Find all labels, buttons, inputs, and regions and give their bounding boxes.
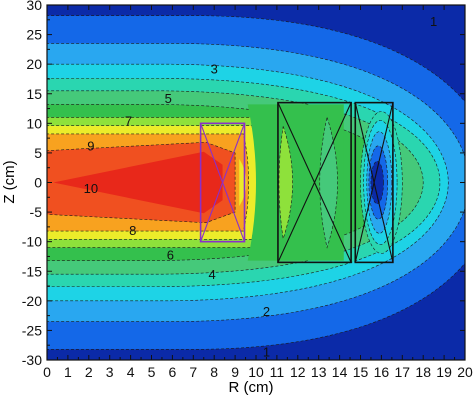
contour-band-depletion-0 (370, 160, 384, 205)
y-tick-label: -20 (22, 293, 42, 309)
contour-band-middle (247, 104, 344, 261)
x-tick-label: 19 (436, 364, 452, 380)
coil-box-diagonal (277, 102, 352, 263)
contour-label: 10 (84, 181, 98, 196)
contour-band-level-11 (53, 151, 223, 214)
contour-band-middle-inner (278, 126, 293, 239)
y-tick-label: 5 (34, 145, 42, 161)
x-tick-label: 20 (457, 364, 473, 380)
contour-label: 5 (165, 91, 172, 106)
x-tick-label: 6 (169, 364, 177, 380)
x-tick-label: 8 (210, 364, 218, 380)
x-tick-label: 10 (248, 364, 264, 380)
x-tick-label: 14 (332, 364, 348, 380)
y-tick-label: 15 (26, 86, 42, 102)
x-tick-label: 12 (290, 364, 306, 380)
x-tick-label: 9 (231, 364, 239, 380)
y-tick-label: -25 (22, 322, 42, 338)
contour-label: 7 (125, 114, 132, 129)
x-tick-label: 17 (395, 364, 411, 380)
y-tick-label: -30 (22, 352, 42, 368)
x-axis-title: R (cm) (229, 379, 274, 396)
contour-label: 1 (263, 344, 270, 359)
x-tick-label: 3 (106, 364, 114, 380)
plot-area: 1 3 5 7 9 10 8 6 4 2 1 (47, 5, 465, 360)
x-tick-label: 15 (353, 364, 369, 380)
contour-label: 2 (263, 304, 270, 319)
x-axis: 0 1 2 3 4 5 6 7 8 9 10 11 12 13 14 15 16 17 18 19 20 (43, 5, 473, 380)
x-tick-label: 16 (374, 364, 390, 380)
y-tick-label: -5 (30, 204, 43, 220)
coil-box-outline (354, 101, 394, 264)
x-tick-label: 4 (127, 364, 135, 380)
x-tick-label: 5 (148, 364, 156, 380)
y-tick-label: -10 (22, 234, 42, 250)
coil-box-diagonal (200, 123, 246, 242)
x-tick-label: 7 (189, 364, 197, 380)
y-tick-label: 0 (34, 175, 42, 191)
x-tick-label: 2 (85, 364, 93, 380)
x-tick-label: 0 (43, 364, 51, 380)
y-tick-label: 10 (26, 115, 42, 131)
y-tick-label: 25 (26, 27, 42, 43)
y-axis-title: Z (cm) (1, 160, 18, 203)
coil-box-outline (199, 122, 246, 243)
x-tick-label: 1 (64, 364, 72, 380)
contour-label: 8 (129, 223, 136, 238)
y-tick-label: 30 (26, 0, 42, 13)
y-tick-label: -15 (22, 263, 42, 279)
contour-label: 9 (87, 138, 94, 153)
contour-label: 4 (208, 267, 215, 282)
y-tick-label: 20 (26, 56, 42, 72)
contour-band-middle-edge (319, 116, 338, 249)
coil-box-3 (354, 101, 394, 264)
contour-label: 3 (211, 62, 218, 77)
coil-box-diagonal (354, 102, 394, 263)
x-tick-label: 11 (270, 364, 285, 380)
coil-box-1 (199, 122, 246, 243)
x-tick-label: 13 (311, 364, 327, 380)
coil-box-outline (277, 101, 352, 264)
contour-label: 1 (430, 14, 437, 29)
x-tick-label: 18 (415, 364, 431, 380)
coil-box-2 (277, 101, 352, 264)
contour-label: 6 (167, 247, 174, 262)
